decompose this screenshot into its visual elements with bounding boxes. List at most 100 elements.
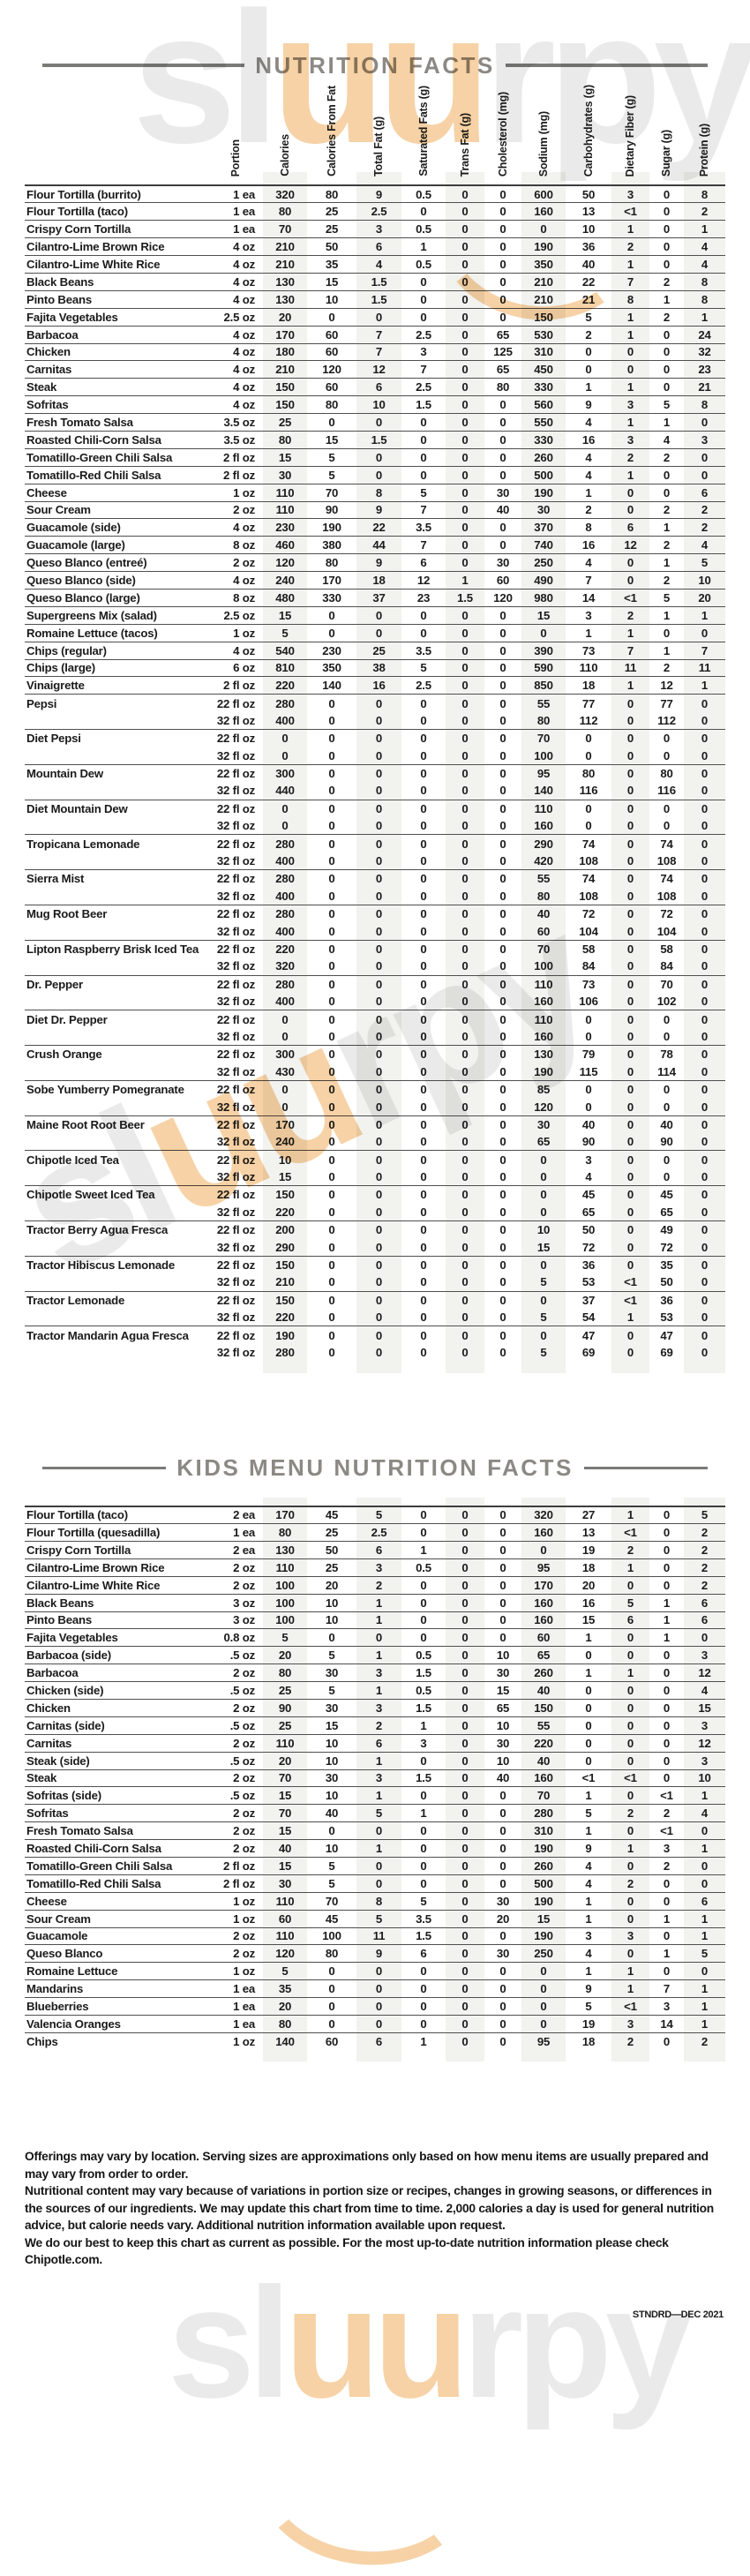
value-cell: 114 (649, 1063, 684, 1081)
value-cell: 2 (649, 448, 684, 467)
portion-cell: 22 fl oz (216, 767, 255, 781)
portion-cell: 32 fl oz (208, 1133, 263, 1152)
portion-cell: 22 fl oz (216, 696, 255, 710)
value-cell: 0 (566, 1716, 611, 1735)
value-cell: 65 (484, 1699, 521, 1717)
item-name-cell: Diet Pepsi (26, 732, 81, 746)
value-cell: 0 (611, 553, 649, 573)
value-cell: 10 (307, 1611, 356, 1630)
item-name-cell (25, 817, 208, 836)
item-name-cell: Diet Dr. Pepper (26, 1012, 108, 1026)
value-cell: 0 (401, 606, 446, 625)
value-cell: 0 (401, 782, 446, 800)
table-row: Flour Tortilla (taco) 2 ea 170 45 5 0 0 0 320 27 1… (25, 1506, 725, 1525)
value-cell: 80 (307, 553, 356, 573)
item-name-cell: Queso Blanco (side) (25, 571, 208, 590)
value-cell: 110 (263, 1892, 307, 1911)
column-header-row: Portion Calories Calories From Fat Total Fa… (25, 79, 725, 186)
value-cell: 2 (611, 237, 649, 257)
item-name-cell: Chips (26, 2035, 58, 2049)
value-cell: 74 (581, 837, 596, 851)
value-cell: 0 (461, 767, 469, 781)
item-name-cell (25, 1309, 208, 1327)
table-row: Tomatillo-Red Chili Salsa 2 fl oz 30 5 0 0 0 0 5… (25, 466, 725, 484)
value-cell: 35 (307, 255, 356, 274)
value-cell: 0 (611, 1821, 649, 1841)
value-cell: 58 (581, 942, 596, 956)
spacer-cell (649, 1362, 684, 1373)
value-cell: 60 (325, 2035, 339, 2049)
value-cell: 1 (401, 1541, 446, 1559)
spacer-cell (611, 1362, 649, 1373)
value-cell: 0 (446, 1523, 484, 1542)
value-cell: 115 (566, 1063, 611, 1081)
value-cell: 8 (684, 290, 725, 309)
value-cell: 1 (611, 220, 649, 239)
value-cell: 1.5 (401, 1927, 446, 1946)
portion-cell: 2 oz (208, 1769, 263, 1788)
value-cell: 15 (263, 1821, 307, 1841)
value-cell: 280 (275, 1346, 295, 1360)
value-cell: 2 (626, 2035, 634, 2049)
value-cell: 0 (356, 782, 401, 800)
value-cell: 0 (263, 817, 307, 836)
table-row: Crispy Corn Tortilla 1 ea 70 25 3 0.5 0 0 0 10 1 0 1 (25, 220, 725, 239)
value-cell: 70 (660, 977, 673, 991)
value-cell: 36 (566, 237, 611, 257)
value-cell: 210 (263, 255, 307, 274)
spacer-cell (263, 2050, 307, 2062)
value-cell: 15 (263, 606, 307, 625)
value-cell: 190 (521, 1063, 566, 1081)
value-cell: 0 (328, 1048, 335, 1062)
value-cell: 77 (660, 696, 673, 710)
value-cell: 740 (521, 536, 566, 555)
value-cell: 0 (446, 448, 484, 467)
value-cell: 0 (684, 1027, 725, 1047)
value-cell: 13 (566, 1523, 611, 1542)
value-cell: 0 (499, 732, 506, 746)
value-cell: 0 (307, 747, 356, 765)
value-cell: 0 (446, 1133, 484, 1152)
value-cell: 0 (566, 343, 611, 362)
value-cell: 0 (446, 185, 484, 204)
value-cell: 0.5 (401, 255, 446, 274)
value-cell: 70 (263, 1804, 307, 1823)
value-cell: 150 (263, 378, 307, 397)
value-cell: 0 (461, 1258, 469, 1273)
value-cell: 0 (307, 922, 356, 941)
value-cell: 3 (401, 343, 446, 362)
value-cell: 2.5 (401, 326, 446, 344)
portion-cell: 32 fl oz (208, 992, 263, 1011)
value-cell: 20 (566, 1576, 611, 1595)
column-header-label: Calories (278, 134, 291, 176)
value-cell: 25 (356, 642, 401, 660)
item-name-cell: Steak (side) (25, 1752, 208, 1770)
portion-cell: 22 fl oz (216, 1328, 255, 1342)
table-row: Cilantro-Lime Brown Rice 2 oz 110 25 3 0.5 0 0 9… (25, 1558, 725, 1577)
value-cell: 0 (328, 872, 335, 886)
value-cell: 0 (684, 1273, 725, 1292)
value-cell: 4 (566, 413, 611, 432)
value-cell: 0 (328, 1117, 335, 1131)
column-header: Portion (208, 79, 263, 186)
value-cell: 1 (684, 2015, 725, 2033)
value-cell: 5 (401, 1892, 446, 1911)
value-cell: 110 (534, 1012, 553, 1026)
value-cell: 1 (611, 466, 649, 484)
value-cell: 2 (684, 1541, 725, 1559)
portion-cell: 4 oz (208, 290, 263, 309)
value-cell: 0 (566, 1646, 611, 1665)
value-cell: 400 (263, 711, 307, 731)
spacer-cell (401, 1362, 446, 1373)
value-cell: 80 (307, 185, 356, 204)
value-cell: 0 (420, 977, 427, 991)
value-cell: 0 (401, 1997, 446, 2016)
portion-cell: .5 oz (208, 1646, 263, 1665)
value-cell: 2 (566, 326, 611, 344)
value-cell: 5 (263, 1962, 307, 1981)
table-row: Steak (side) .5 oz 20 10 1 0 0 10 40 0 0 0 3 (25, 1752, 725, 1770)
table-row: Tomatillo-Green Chili Salsa 2 fl oz 15 5 0 0 0… (25, 448, 725, 467)
value-cell: 0 (499, 1223, 506, 1237)
value-cell: 0 (328, 977, 335, 991)
value-cell: 2.5 (356, 202, 401, 222)
